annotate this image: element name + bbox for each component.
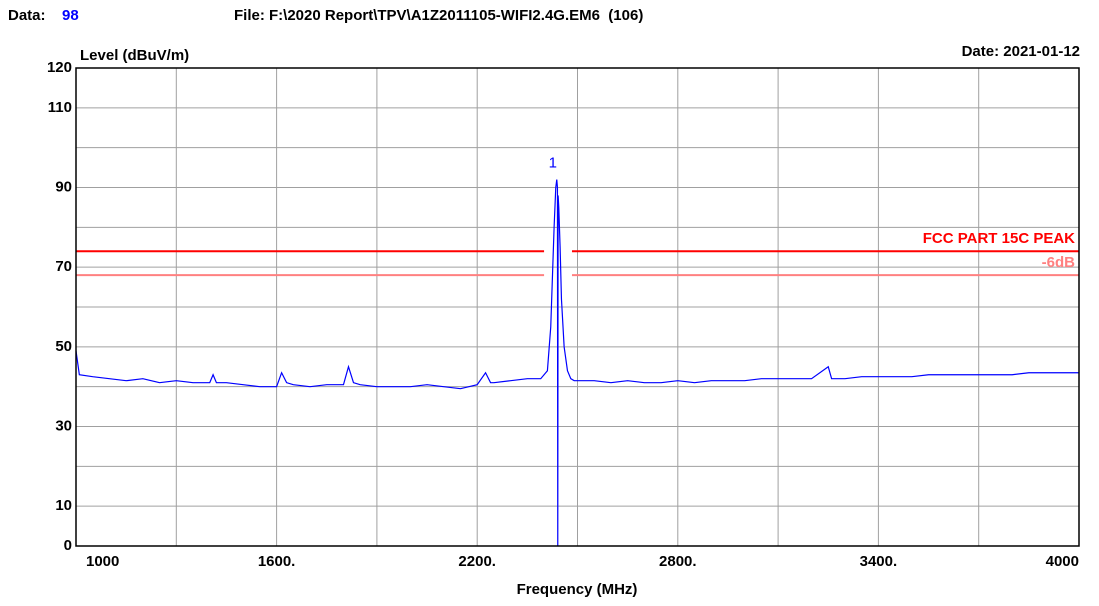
x-tick-label: 4000 (1046, 553, 1079, 570)
y-tick-label: 0 (64, 537, 72, 554)
x-tick-label: 1000 (86, 553, 119, 570)
y-tick-label: 110 (48, 99, 72, 116)
x-axis-label: Frequency (MHz) (517, 581, 638, 598)
x-tick-label: 1600. (258, 553, 296, 570)
limit-label: FCC PART 15C PEAK (923, 230, 1075, 247)
y-tick-label: 90 (55, 178, 72, 195)
x-tick-label: 3400. (860, 553, 898, 570)
y-tick-label: 30 (55, 417, 72, 434)
x-tick-label: 2200. (458, 553, 496, 570)
limit-label: -6dB (1042, 254, 1076, 271)
y-tick-label: 120 (47, 59, 72, 76)
data-caption: Data: (8, 7, 46, 24)
peak-marker: 1 (549, 155, 557, 172)
x-tick-label: 2800. (659, 553, 697, 570)
y-tick-label: 70 (55, 258, 72, 275)
date: Date: 2021-01-12 (962, 43, 1080, 60)
spectrum-trace (75, 179, 1079, 547)
data-number: 98 (62, 7, 79, 24)
y-tick-label: 50 (55, 338, 72, 355)
y-axis-label: Level (dBuV/m) (80, 47, 189, 64)
file-path: File: F:\2020 Report\TPV\A1Z2011105-WIFI… (234, 7, 643, 24)
y-tick-label: 10 (55, 497, 72, 514)
plot-frame (75, 67, 1080, 547)
